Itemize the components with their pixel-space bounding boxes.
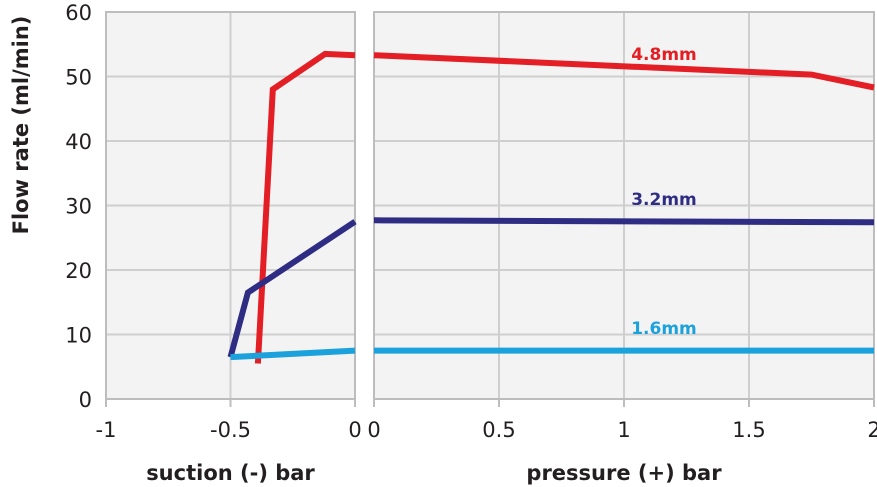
y-tick-label: 20 bbox=[65, 259, 92, 283]
series-label-4-8mm: 4.8mm bbox=[631, 45, 697, 65]
x-tick-label: 2 bbox=[867, 418, 877, 442]
pressure-panel: 0 0.5 1 1.5 2 pressure (+) bar 4.8mm 3.2mm 1.6mm bbox=[367, 11, 877, 485]
series-line-1-6mm bbox=[230, 347, 356, 361]
x-tick-label: -1 bbox=[96, 418, 117, 442]
x-tick-label: 0 bbox=[367, 418, 380, 442]
series-line-3-2mm bbox=[373, 217, 875, 226]
y-tick-label: 50 bbox=[65, 66, 92, 90]
series-line-4-8mm bbox=[373, 52, 875, 91]
x-tick-label: 0.5 bbox=[482, 418, 515, 442]
x-tick-label: 0 bbox=[348, 418, 361, 442]
y-tick-label: 10 bbox=[65, 324, 92, 348]
y-tick-label: 40 bbox=[65, 130, 92, 154]
series-label-3-2mm: 3.2mm bbox=[631, 190, 697, 210]
y-axis: 0 10 20 30 40 50 60 bbox=[65, 1, 92, 412]
series-line-3-2mm bbox=[227, 219, 357, 358]
suction-panel: -1 -0.5 0 suction (-) bar bbox=[96, 11, 362, 485]
x-axis-title: pressure (+) bar bbox=[526, 461, 722, 485]
x-tick-label: 1 bbox=[617, 418, 630, 442]
x-tick-label: -0.5 bbox=[210, 418, 251, 442]
y-tick-label: 0 bbox=[79, 388, 92, 412]
x-tick-label: 1.5 bbox=[732, 418, 765, 442]
series-line-4-8mm bbox=[254, 50, 356, 364]
y-tick-label: 30 bbox=[65, 195, 92, 219]
x-axis-title: suction (-) bar bbox=[146, 461, 315, 485]
y-axis-title: Flow rate (ml/min) bbox=[9, 16, 33, 235]
y-tick-label: 60 bbox=[65, 1, 92, 25]
series-label-1-6mm: 1.6mm bbox=[631, 319, 697, 339]
